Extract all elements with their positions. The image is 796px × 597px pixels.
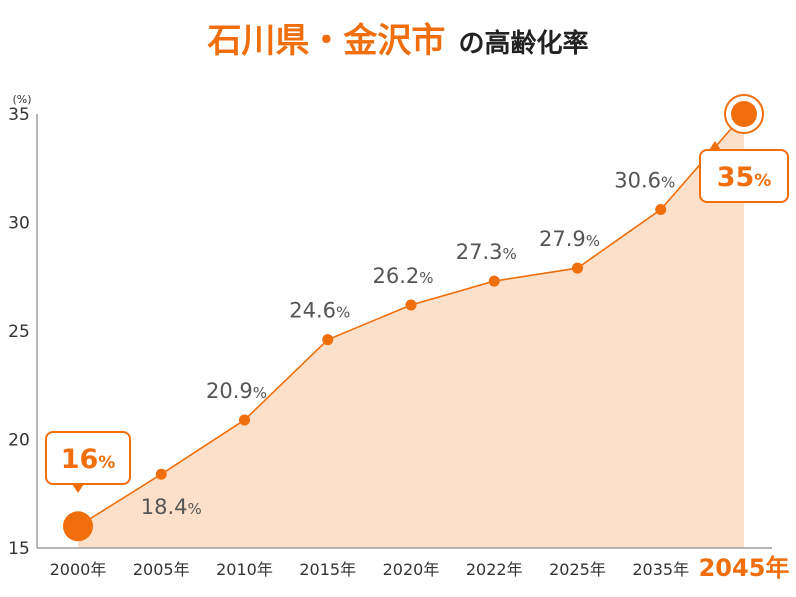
data-point — [405, 299, 417, 311]
data-label-unit: % — [586, 232, 600, 250]
data-label-unit: % — [661, 173, 675, 191]
point-layer — [63, 94, 764, 542]
data-label: 24.6% — [289, 299, 350, 323]
data-label-value: 24.6 — [289, 299, 336, 323]
y-tick-label: 25 — [8, 322, 30, 342]
data-point — [488, 275, 500, 287]
data-label-value: 18.4 — [141, 495, 188, 519]
x-tick-label: 2035年 — [632, 560, 689, 579]
data-label-value: 20.9 — [206, 379, 253, 403]
callout-label: 35% — [717, 162, 772, 193]
data-point — [155, 468, 167, 480]
x-tick-label: 2020年 — [383, 560, 440, 579]
data-label-unit: % — [503, 245, 517, 263]
callout: 35% — [699, 141, 789, 203]
label-layer: 18.4%20.9%24.6%26.2%27.3%27.9%30.6%16%35… — [45, 141, 789, 519]
area-layer — [78, 114, 744, 548]
x-tick-label: 2015年 — [299, 560, 356, 579]
callout-value: 35 — [717, 162, 755, 193]
data-label: 27.9% — [539, 227, 600, 251]
y-axis-unit: (%) — [12, 93, 31, 106]
data-point — [322, 334, 334, 346]
data-label-unit: % — [419, 269, 433, 287]
axes-layer: (%) 15 20 25 30 35 2000年 2005年 2010年 2015年 2020年 20… — [8, 93, 789, 582]
x-tick-label: 2005年 — [133, 560, 190, 579]
data-label-unit: % — [253, 384, 267, 402]
callout-unit: % — [754, 171, 771, 191]
y-tick-label: 20 — [8, 431, 30, 451]
data-label: 20.9% — [206, 379, 267, 403]
callout-box — [699, 149, 789, 203]
data-label: 30.6% — [614, 168, 675, 192]
callout-label: 16% — [61, 444, 116, 475]
x-tick-label-highlighted: 2045年 — [699, 554, 790, 582]
chart-title-main: 石川県・金沢市 — [206, 21, 445, 61]
data-point — [731, 101, 757, 127]
y-tick-label: 30 — [8, 214, 30, 234]
data-label-value: 27.3 — [456, 240, 503, 264]
x-tick-label: 2022年 — [466, 560, 523, 579]
callout-pointer — [72, 484, 84, 493]
callout-pointer — [709, 141, 721, 150]
area-fill — [78, 114, 744, 548]
data-label: 26.2% — [372, 264, 433, 288]
x-tick-label: 2025年 — [549, 560, 606, 579]
data-label: 27.3% — [456, 240, 517, 264]
data-label-unit: % — [336, 304, 350, 322]
data-label-unit: % — [188, 500, 202, 518]
x-tick-label: 2010年 — [216, 560, 273, 579]
chart-title-sub: の高齢化率 — [459, 28, 589, 59]
data-label-value: 30.6 — [614, 168, 661, 192]
callout-box — [45, 431, 131, 485]
data-point — [63, 511, 93, 542]
callout-unit: % — [98, 453, 115, 473]
chart-title: 石川県・金沢市 の高齢化率 — [206, 21, 588, 61]
data-point — [655, 203, 667, 215]
data-label: 18.4% — [141, 495, 202, 519]
x-tick-label: 2000年 — [50, 560, 107, 579]
data-label-value: 27.9 — [539, 227, 586, 251]
y-tick-label: 15 — [8, 539, 30, 559]
data-point — [239, 414, 250, 426]
callout: 16% — [45, 431, 131, 493]
y-tick-label: 35 — [8, 105, 30, 125]
data-point — [572, 262, 583, 274]
callout-value: 16 — [61, 444, 99, 475]
data-label-value: 26.2 — [372, 264, 419, 288]
